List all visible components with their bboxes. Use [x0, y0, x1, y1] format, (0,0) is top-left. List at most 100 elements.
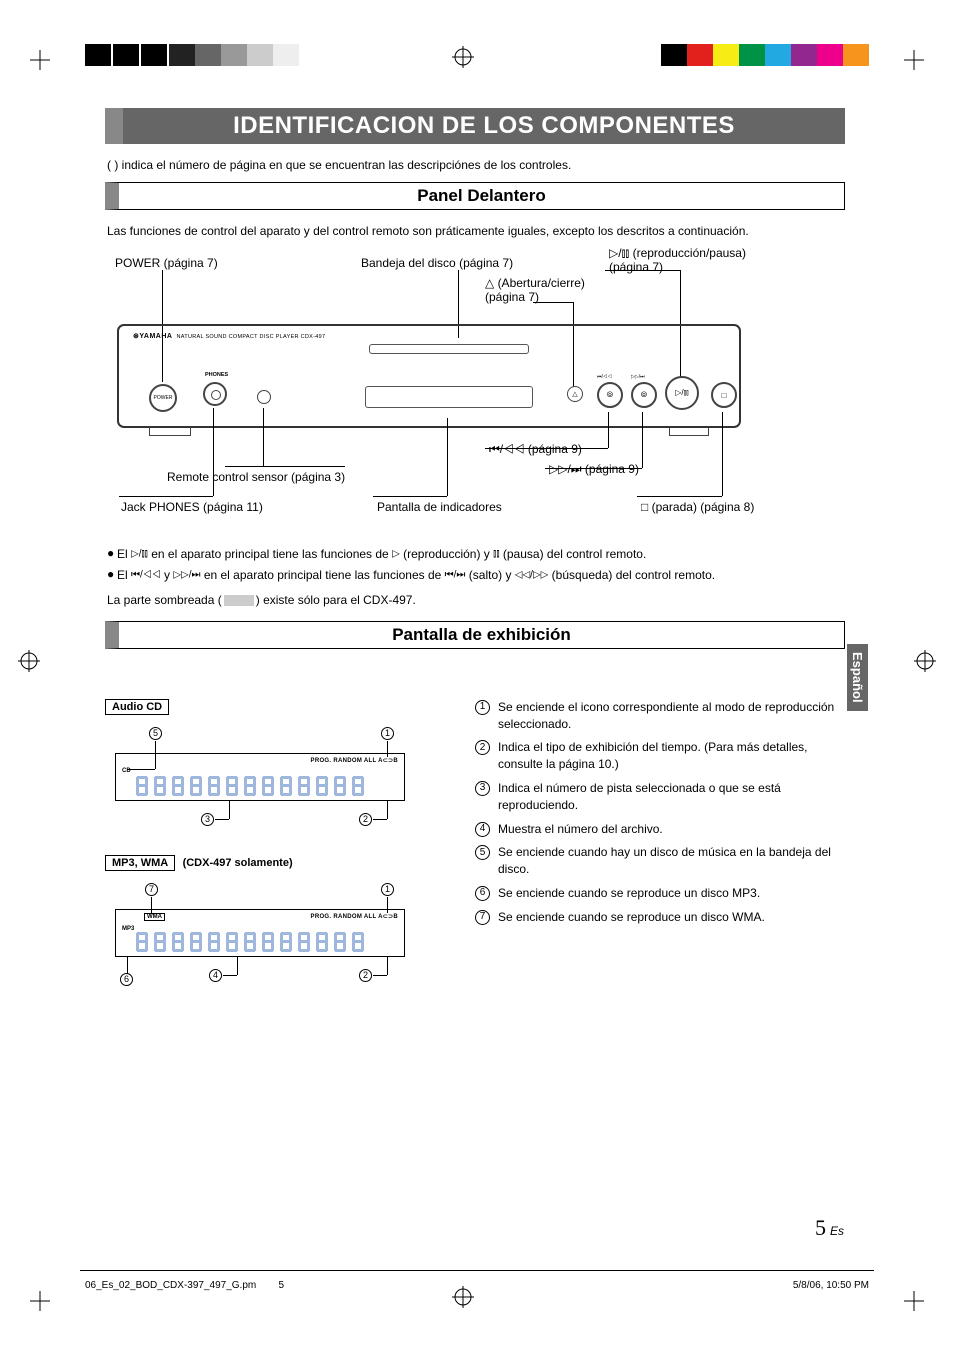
leader — [447, 418, 448, 496]
registration-right — [914, 650, 936, 675]
legend-text: Se enciende cuando se reproduce un disco… — [498, 885, 760, 902]
registration-left — [18, 650, 40, 675]
subsection-heading: Panel Delantero — [417, 186, 546, 205]
display-cd-icon: CD — [122, 768, 131, 774]
label-phones: Jack PHONES (página 11) — [121, 500, 263, 514]
chip-mp3-wma: MP3, WMA — [105, 855, 175, 871]
legend-list: 1Se enciende el icono correspondiente al… — [475, 699, 845, 926]
leader — [263, 408, 264, 466]
footer: 06_Es_02_BOD_CDX-397_497_G.pm 5 5/8/06, … — [85, 1280, 869, 1291]
leader — [533, 302, 573, 303]
crop-mark-bl — [30, 1291, 60, 1321]
page-title-bar: IDENTIFICACION DE LOS COMPONENTES — [105, 108, 845, 144]
label-remote-sensor: Remote control sensor (página 3) — [167, 470, 345, 484]
legend-text: Muestra el número del archivo. — [498, 821, 663, 838]
page-title: IDENTIFICACION DE LOS COMPONENTES — [233, 112, 735, 140]
label-open-pg: (página 7) — [485, 290, 539, 304]
callout-1: 1 — [381, 883, 394, 896]
label-skip-back: ⏮/◁◁ (página 9) — [489, 442, 582, 457]
intro-text: ( ) indica el número de página en que se… — [107, 158, 845, 172]
display-window — [365, 386, 533, 408]
legend-number: 7 — [475, 910, 490, 925]
stop-button[interactable]: □ — [711, 382, 737, 408]
legend-item: 3 Indica el número de pista seleccionada … — [475, 780, 845, 814]
prev-button[interactable]: ⦾ — [597, 382, 623, 408]
callout-4: 4 — [209, 969, 222, 982]
note-item: ● El ⏮/◁◁ y ▷▷/⏭ en el aparato principal… — [107, 567, 845, 584]
callout-2: 2 — [359, 969, 372, 982]
next-tiny-label: ▷▷/⏭ — [631, 374, 645, 380]
crop-mark-tr — [894, 40, 924, 70]
legend-number: 4 — [475, 822, 490, 837]
display-figures: Audio CD 5 1 PROG. RANDOM ALL A⊂⊃B CD 3 — [105, 699, 445, 1011]
label-stop: □ (parada) (página 8) — [641, 500, 754, 514]
content-area: IDENTIFICACION DE LOS COMPONENTES ( ) in… — [105, 108, 845, 1011]
display-mode-row: PROG. RANDOM ALL A⊂⊃B — [311, 913, 398, 920]
label-playpause: ▷/⫾⫾ (reproducción/pausa) — [609, 246, 746, 261]
leader — [605, 270, 680, 271]
device-body: ⊛YAMAHANATURAL SOUND COMPACT DISC PLAYER… — [117, 324, 741, 428]
page: IDENTIFICACION DE LOS COMPONENTES ( ) in… — [0, 0, 954, 1351]
leader — [637, 496, 722, 497]
legend-number: 5 — [475, 845, 490, 860]
label-playpause-pg: (página 7) — [609, 260, 663, 274]
label-power: POWER (página 7) — [115, 256, 218, 270]
legend-item: 4 Muestra el número del archivo. — [475, 821, 845, 838]
display-panel: PROG. RANDOM ALL A⊂⊃B CD — [115, 753, 405, 801]
legend-item: 5Se enciende cuando hay un disco de músi… — [475, 844, 845, 878]
language-tab: Español — [847, 644, 868, 711]
legend-item: 2Indica el tipo de exhibición del tiempo… — [475, 739, 845, 773]
legend-item: 6 Se enciende cuando se reproduce un disc… — [475, 885, 845, 902]
subsection-heading: Pantalla de exhibición — [392, 625, 571, 644]
label-display: Pantalla de indicadores — [377, 500, 502, 514]
crop-mark-tl — [30, 40, 60, 70]
callout-5: 5 — [149, 727, 162, 740]
brand-logo: ⊛YAMAHANATURAL SOUND COMPACT DISC PLAYER… — [133, 332, 325, 340]
front-panel-figure: POWER (página 7) Bandeja del disco (pági… — [105, 248, 835, 528]
subsection-pantalla: Pantalla de exhibición — [105, 621, 845, 649]
disc-tray-slot — [369, 344, 529, 354]
phones-label: PHONES — [205, 372, 228, 378]
color-bar — [661, 44, 869, 66]
prev-tiny-label: ⏮/◁◁ — [597, 374, 612, 380]
legend-number: 6 — [475, 886, 490, 901]
chip-suffix: (CDX-497 solamente) — [183, 857, 293, 869]
power-button[interactable]: POWER — [149, 384, 177, 412]
next-button[interactable]: ⦾ — [631, 382, 657, 408]
legend-text: Indica el número de pista seleccionada o… — [498, 780, 845, 814]
notes-list: ● El ▷/⫾⫾ en el aparato principal tiene … — [107, 546, 845, 585]
legend-number: 3 — [475, 781, 490, 796]
display-panel: PROG. RANDOM ALL A⊂⊃B WMA MP3 — [115, 909, 405, 957]
callout-2: 2 — [359, 813, 372, 826]
leader — [642, 412, 643, 468]
device-foot — [669, 428, 709, 436]
subsection-panel-delantero: Panel Delantero — [105, 182, 845, 210]
legend-number: 2 — [475, 740, 490, 755]
display-mode-row: PROG. RANDOM ALL A⊂⊃B — [311, 757, 398, 764]
phones-jack[interactable] — [203, 382, 227, 406]
callout-1: 1 — [381, 727, 394, 740]
ir-sensor — [257, 390, 271, 404]
leader — [119, 496, 213, 497]
display-wma-icon: WMA — [144, 913, 165, 921]
legend-number: 1 — [475, 700, 490, 715]
note-item: ● El ▷/⫾⫾ en el aparato principal tiene … — [107, 546, 845, 563]
display-mp3-icon: MP3 — [122, 926, 134, 932]
label-skip-fwd: ▷▷/⏭ (página 9) — [549, 462, 639, 477]
shade-note: La parte sombreada () existe sólo para e… — [107, 593, 845, 607]
legend-item: 1Se enciende el icono correspondiente al… — [475, 699, 845, 733]
shade-swatch — [224, 595, 254, 606]
seven-seg-row — [136, 776, 364, 796]
registration-top — [452, 46, 474, 71]
label-open: △ (Abertura/cierre) — [485, 276, 585, 290]
display-figure-mp3wma: 7 1 PROG. RANDOM ALL A⊂⊃B WMA MP3 6 4 — [105, 881, 415, 991]
eject-button[interactable]: △ — [567, 386, 583, 402]
bullet-icon: ● — [107, 546, 117, 560]
legend-text: Se enciende cuando se reproduce un disco… — [498, 909, 765, 926]
crop-mark-br — [894, 1291, 924, 1321]
grayscale-bar — [85, 44, 299, 66]
leader — [225, 466, 345, 467]
legend-item: 7 Se enciende cuando se reproduce un disc… — [475, 909, 845, 926]
seven-seg-row — [136, 932, 364, 952]
play-pause-button[interactable]: ▷/⫾⫾ — [665, 376, 699, 410]
